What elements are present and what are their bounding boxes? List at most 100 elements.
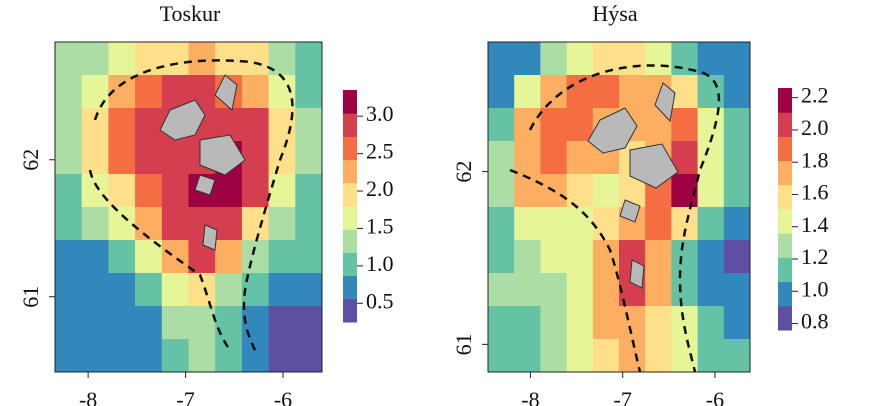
heat-cell bbox=[55, 108, 83, 142]
heat-cell bbox=[723, 273, 751, 307]
heat-cell bbox=[566, 42, 594, 76]
heat-cell bbox=[188, 42, 216, 76]
heat-cell bbox=[645, 306, 672, 340]
heat-cell bbox=[215, 174, 243, 208]
colorbar-label: 1.6 bbox=[801, 180, 829, 205]
heat-cell bbox=[488, 174, 515, 208]
heat-cell bbox=[592, 75, 620, 109]
heat-cell bbox=[645, 207, 672, 241]
heat-cell bbox=[215, 306, 243, 340]
panel-title: Toskur bbox=[160, 1, 221, 26]
heat-cell bbox=[188, 306, 216, 340]
colorbar-step bbox=[343, 182, 357, 207]
heat-cell bbox=[295, 207, 323, 241]
heat-cell bbox=[671, 240, 699, 274]
colorbar-step bbox=[343, 159, 357, 184]
heat-cell bbox=[161, 273, 189, 307]
heat-cell bbox=[566, 108, 594, 142]
heat-cell bbox=[540, 75, 568, 109]
heat-cell bbox=[108, 240, 136, 274]
heat-cell bbox=[671, 108, 699, 142]
heat-cell bbox=[55, 273, 83, 307]
heat-cell bbox=[268, 306, 296, 340]
colorbar-label: 0.5 bbox=[366, 288, 394, 313]
heat-cell bbox=[514, 306, 541, 340]
heat-cell bbox=[566, 306, 594, 340]
heat-cell bbox=[215, 207, 243, 241]
heat-cell bbox=[135, 141, 163, 175]
heat-cell bbox=[592, 240, 620, 274]
heat-cell bbox=[540, 240, 568, 274]
heat-cell bbox=[566, 174, 594, 208]
heat-cell bbox=[81, 273, 109, 307]
heat-cell bbox=[268, 207, 296, 241]
heat-cell bbox=[566, 141, 594, 175]
heat-cell bbox=[723, 174, 751, 208]
heat-cell bbox=[268, 339, 296, 373]
contour-dashed bbox=[88, 59, 294, 353]
heat-cell bbox=[592, 273, 620, 307]
heat-cell bbox=[161, 240, 189, 274]
heat-cell bbox=[81, 174, 109, 208]
heatmaps bbox=[55, 42, 751, 373]
heat-cell bbox=[592, 306, 620, 340]
colorbar-label: 3.0 bbox=[366, 101, 394, 126]
colorbar-label: 2.0 bbox=[366, 176, 394, 201]
heat-cell bbox=[645, 240, 672, 274]
heat-cell bbox=[619, 339, 646, 373]
heat-cell bbox=[81, 240, 109, 274]
heat-cell bbox=[592, 174, 620, 208]
heat-cell bbox=[723, 339, 751, 373]
heat-cell bbox=[697, 75, 725, 109]
y-tick-label: 62 bbox=[18, 149, 43, 171]
heat-cell bbox=[188, 339, 216, 373]
heat-cell bbox=[268, 174, 296, 208]
colorbar-step bbox=[343, 252, 357, 277]
colorbar-step bbox=[778, 209, 792, 234]
heat-cell bbox=[108, 306, 136, 340]
axes: Toskur -8 -7 -6 61 62 0.5 1.0 1.5 2.0 2.5 3.0 Hýsa -8… bbox=[18, 1, 828, 406]
heat-cell bbox=[488, 339, 515, 373]
heat-cell bbox=[81, 108, 109, 142]
heat-cell bbox=[81, 75, 109, 109]
colorbar-label: 1.0 bbox=[366, 251, 394, 276]
heat-cell bbox=[592, 207, 620, 241]
heat-cell bbox=[697, 339, 725, 373]
heat-cell bbox=[241, 75, 270, 109]
panel-title: Hýsa bbox=[592, 1, 637, 26]
heat-cell bbox=[161, 174, 189, 208]
colorbar-step bbox=[343, 275, 357, 300]
heat-cell bbox=[592, 339, 620, 373]
heat-cell bbox=[514, 273, 541, 307]
colorbar-step bbox=[343, 113, 357, 137]
heat-cell bbox=[161, 306, 189, 340]
heat-cell bbox=[135, 108, 163, 142]
y-tick-label: 61 bbox=[451, 333, 476, 355]
colorbar-step bbox=[778, 136, 792, 162]
heat-cell bbox=[295, 141, 323, 175]
heat-cell bbox=[295, 240, 323, 274]
heat-cell bbox=[671, 273, 699, 307]
heat-cell bbox=[697, 207, 725, 241]
islands bbox=[159, 74, 246, 251]
colorbar-label: 1.4 bbox=[801, 212, 829, 237]
heat-cell bbox=[488, 240, 515, 274]
heat-cell bbox=[592, 42, 620, 76]
y-tick-label: 61 bbox=[18, 286, 43, 308]
heat-cell bbox=[671, 339, 699, 373]
heat-cell bbox=[215, 42, 243, 76]
heat-cell bbox=[295, 75, 323, 109]
colorbar-label: 1.0 bbox=[801, 276, 829, 301]
heat-cell bbox=[215, 339, 243, 373]
colorbar-label: 2.0 bbox=[801, 115, 829, 140]
heat-cell bbox=[161, 339, 189, 373]
heat-cell bbox=[488, 306, 515, 340]
heat-cell bbox=[81, 141, 109, 175]
heat-cell bbox=[514, 240, 541, 274]
heat-cell bbox=[619, 42, 646, 76]
heat-cell bbox=[161, 141, 189, 175]
heat-cell bbox=[55, 339, 83, 373]
colorbar-step bbox=[778, 184, 792, 210]
colorbar-step bbox=[343, 90, 357, 114]
